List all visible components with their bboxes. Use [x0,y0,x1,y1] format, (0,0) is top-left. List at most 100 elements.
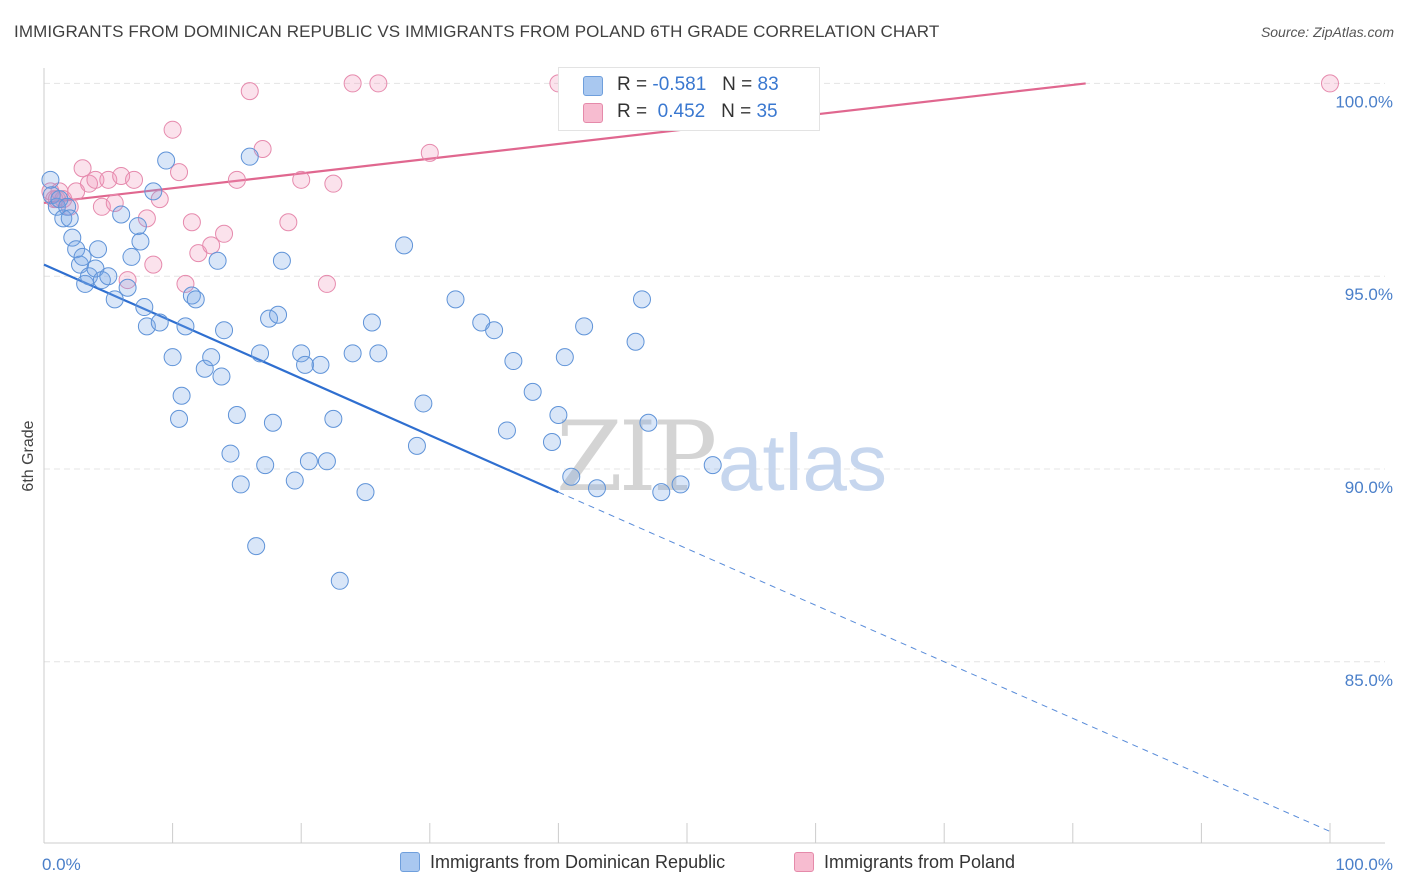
point-dominican [497,421,516,440]
point-poland [163,120,182,139]
point-poland [182,213,201,232]
point-dominican [176,317,195,336]
point-dominican [221,444,240,463]
point-dominican [105,290,124,309]
point-dominican [208,251,227,270]
y-tick-labels: 100.0% 95.0% 90.0% 85.0% [1335,92,1393,689]
point-dominican [212,367,231,386]
point-dominican [330,571,349,590]
bottom-legend-label: Immigrants from Dominican Republic [430,852,726,872]
point-dominican [587,479,606,498]
data-points [41,74,1339,590]
point-dominican [272,251,291,270]
point-poland [118,271,137,290]
point-poland [125,170,144,189]
point-dominican [549,406,568,425]
x-tick-label: 0.0% [42,855,81,874]
trend-line-dominican-extension [558,491,1331,832]
point-poland [343,74,362,93]
point-dominican [317,452,336,471]
point-dominican [575,317,594,336]
point-poland [227,170,246,189]
point-dominican [542,433,561,452]
point-dominican [285,471,304,490]
point-poland [240,82,259,101]
point-dominican [89,240,108,259]
point-poland [420,143,439,162]
point-dominican [131,232,150,251]
n-value: 35 [756,101,778,122]
point-dominican [227,406,246,425]
trend-lines [43,82,1331,832]
r-value: 0.452 [657,101,706,122]
point-dominican [54,209,73,228]
point-dominican [150,313,169,332]
point-dominican [172,386,191,405]
x-tick-label: 100.0% [1335,855,1393,874]
point-dominican [555,348,574,367]
point-dominican [446,290,465,309]
r-value: -0.581 [652,74,707,95]
point-dominican [67,240,86,259]
point-dominican [626,332,645,351]
point-dominican [240,147,259,166]
point-dominican [260,309,279,328]
point-dominican [311,355,330,374]
watermark-zip: ZIP [556,401,715,513]
point-dominican [50,190,69,209]
point-dominican [263,413,282,432]
n-label: N = [722,74,753,95]
point-poland [137,209,156,228]
point-poland [279,213,298,232]
point-poland [150,190,169,209]
watermark-atlas: atlas [718,418,887,507]
point-poland [86,170,105,189]
point-dominican [504,352,523,371]
point-dominican [99,267,118,286]
legend-swatch-dominican [583,76,603,96]
bottom-legend-dominican: Immigrants from Dominican Republic [400,852,725,873]
point-dominican [292,344,311,363]
point-dominican [256,456,275,475]
chart-title: IMMIGRANTS FROM DOMINICAN REPUBLIC VS IM… [14,22,940,41]
point-dominican [485,321,504,340]
point-dominican [112,205,131,224]
point-poland [317,274,336,293]
point-dominican [343,344,362,363]
point-poland [1321,74,1339,93]
point-dominican [144,182,163,201]
point-poland [144,255,163,274]
point-dominican [324,409,343,428]
point-dominican [231,475,250,494]
point-dominican [414,394,433,413]
point-dominican [369,344,388,363]
point-dominican [632,290,651,309]
point-dominican [73,247,92,266]
watermark: ZIP atlas [556,401,887,513]
trend-line-poland [43,82,1086,205]
bottom-legend-label: Immigrants from Poland [824,852,1016,872]
point-poland [105,193,124,212]
gridlines [44,82,1385,663]
point-poland [369,74,388,93]
point-dominican [296,355,315,374]
source-credit: Source: ZipAtlas.com [1260,24,1394,40]
point-poland [324,174,343,193]
point-dominican [195,359,214,378]
trend-line-dominican [43,263,559,494]
point-dominican [523,382,542,401]
point-dominican [118,278,137,297]
point-dominican [135,298,154,317]
point-poland [176,274,195,293]
y-tick-label: 95.0% [1345,285,1393,304]
point-poland [215,224,234,243]
n-label: N = [721,101,752,122]
point-poland [202,236,221,255]
point-dominican [562,467,581,486]
point-dominican [215,321,234,340]
point-dominican [247,537,266,556]
bottom-legend-swatch-dominican [400,852,420,872]
legend-swatch-poland [583,103,603,123]
point-dominican [122,247,141,266]
